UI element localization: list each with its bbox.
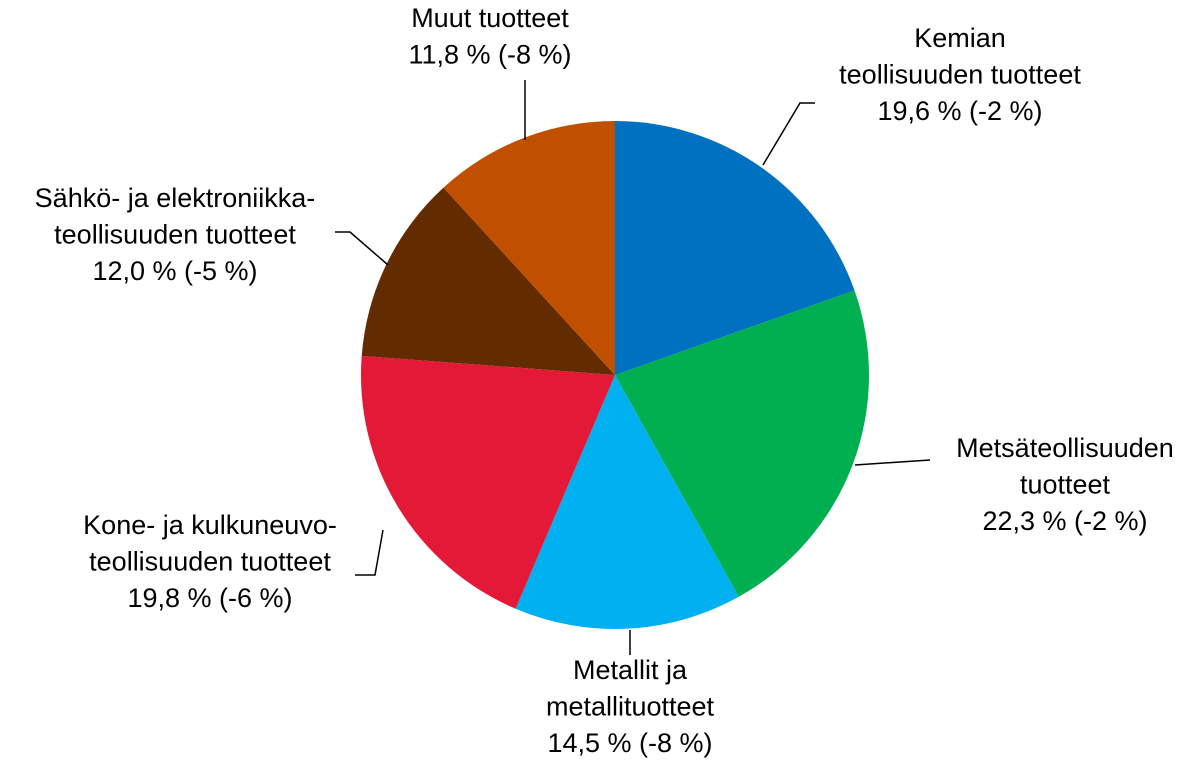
change-label: (-8 %) bbox=[639, 728, 713, 758]
slice-label: Kemian bbox=[914, 23, 1006, 53]
slice-value: 11,8 % (-8 %) bbox=[408, 40, 571, 70]
leader-line bbox=[854, 459, 931, 466]
slice-label: teollisuuden tuotteet bbox=[54, 220, 296, 250]
slice-value: 12,0 % (-5 %) bbox=[92, 256, 257, 286]
value-label: 19,8 % bbox=[127, 583, 211, 613]
value-label: 19,6 % bbox=[877, 96, 961, 126]
change-label: (-8 %) bbox=[498, 40, 572, 70]
pie-slice bbox=[515, 375, 739, 629]
slice-label: Muut tuotteet bbox=[411, 3, 569, 33]
slice-label: Sähkö- ja elektroniikka- bbox=[35, 183, 316, 213]
slice-value: 22,3 % (-2 %) bbox=[982, 506, 1147, 536]
leader-line bbox=[762, 102, 815, 166]
slice-value: 14,5 % (-8 %) bbox=[547, 728, 712, 758]
leader-line bbox=[355, 529, 384, 576]
change-label: (-5 %) bbox=[184, 256, 258, 286]
slice-value: 19,6 % (-2 %) bbox=[877, 96, 1042, 126]
change-label: (-2 %) bbox=[1074, 506, 1148, 536]
value-label: 14,5 % bbox=[547, 728, 631, 758]
pie-slice bbox=[443, 121, 615, 375]
slice-value: 19,8 % (-6 %) bbox=[127, 583, 292, 613]
leader-line bbox=[335, 231, 389, 266]
change-label: (-2 %) bbox=[969, 96, 1043, 126]
slice-label: Metallit ja bbox=[573, 655, 688, 685]
pie-slice bbox=[361, 355, 615, 609]
slice-label: metallituotteet bbox=[546, 692, 715, 722]
pie-slice bbox=[615, 121, 855, 375]
slice-label: tuotteet bbox=[1020, 470, 1111, 500]
value-label: 22,3 % bbox=[982, 506, 1066, 536]
pie-slice bbox=[361, 187, 615, 375]
change-label: (-6 %) bbox=[219, 583, 293, 613]
value-label: 11,8 % bbox=[408, 40, 490, 70]
slice-label: teollisuuden tuotteet bbox=[839, 60, 1081, 90]
value-label: 12,0 % bbox=[92, 256, 176, 286]
slice-label: Metsäteollisuuden bbox=[956, 433, 1174, 463]
pie-slice bbox=[615, 290, 870, 597]
slice-label: teollisuuden tuotteet bbox=[89, 547, 331, 577]
slice-label: Kone- ja kulkuneuvo- bbox=[83, 510, 337, 540]
